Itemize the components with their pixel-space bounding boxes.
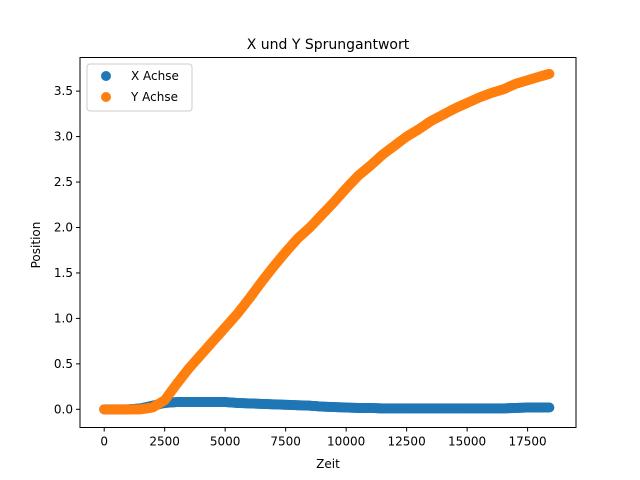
y-tick-label: 1.5 — [54, 266, 73, 280]
y-tick-label: 0.5 — [54, 357, 73, 371]
data-point — [544, 402, 555, 413]
y-tick-label: 3.5 — [54, 84, 73, 98]
legend-marker-x-achse — [101, 71, 111, 81]
series-y-achse — [99, 68, 555, 415]
legend-label-x-achse: X Achse — [131, 69, 179, 83]
x-tick-label: 7500 — [270, 435, 301, 449]
y-tick-label: 1.0 — [54, 311, 73, 325]
x-tick-label: 5000 — [210, 435, 241, 449]
x-tick-label: 17500 — [509, 435, 547, 449]
plot-frame — [79, 57, 577, 428]
x-tick-label: 15000 — [448, 435, 486, 449]
y-ticks: 0.0 0.5 1.0 1.5 2.0 2.5 3.0 3.5 — [54, 84, 80, 416]
legend-marker-y-achse — [101, 92, 111, 102]
data-point — [544, 68, 555, 79]
y-tick-label: 3.0 — [54, 130, 73, 144]
x-tick-label: 0 — [100, 435, 108, 449]
y-tick-label: 2.5 — [54, 175, 73, 189]
x-tick-label: 2500 — [149, 435, 180, 449]
legend-label-y-achse: Y Achse — [130, 90, 178, 104]
y-tick-label: 2.0 — [54, 221, 73, 235]
chart-title: X und Y Sprungantwort — [247, 37, 410, 53]
legend-box — [86, 63, 193, 112]
x-axis-label: Zeit — [316, 457, 340, 471]
x-ticks: 0 2500 5000 7500 10000 12500 15000 17500 — [100, 427, 547, 449]
x-tick-label: 12500 — [388, 435, 426, 449]
legend: X Achse Y Achse — [86, 63, 193, 112]
plot-points — [99, 68, 555, 415]
y-axis-label: Position — [29, 222, 43, 269]
x-tick-label: 10000 — [327, 435, 365, 449]
y-tick-label: 0.0 — [54, 402, 73, 416]
